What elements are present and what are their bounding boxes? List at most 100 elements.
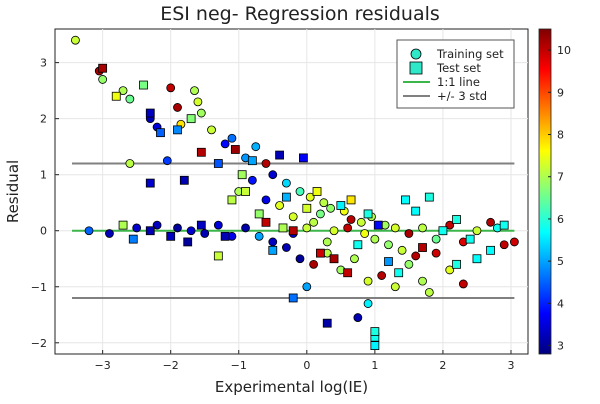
test-point — [261, 217, 271, 227]
test-point — [329, 254, 339, 264]
test-point — [401, 195, 410, 205]
test-point — [230, 145, 240, 154]
training-point — [309, 217, 319, 227]
test-point — [220, 231, 230, 241]
training-point — [98, 75, 108, 84]
test-point — [373, 220, 383, 230]
training-point — [268, 170, 278, 180]
legend-label: Training set — [436, 47, 504, 61]
training-point — [370, 234, 380, 244]
test-point — [213, 159, 223, 168]
chart-title: ESI neg- Regression residuals — [160, 3, 440, 25]
training-point — [418, 276, 427, 286]
training-point — [472, 226, 482, 236]
training-point — [220, 139, 230, 149]
test-point — [166, 231, 176, 241]
training-point — [247, 175, 257, 185]
training-point — [431, 248, 441, 258]
training-point — [390, 223, 400, 233]
training-point — [404, 259, 414, 269]
training-point — [254, 231, 264, 241]
colorbar-tick-label: 10 — [557, 44, 571, 57]
y-tick-label: 2 — [40, 113, 47, 126]
test-point — [486, 245, 495, 255]
y-tick-label: −1 — [31, 281, 47, 294]
colorbar-tick-label: 5 — [557, 255, 564, 268]
training-point — [227, 133, 237, 143]
test-point — [118, 220, 128, 230]
colorbar-tick-label: 3 — [557, 340, 564, 353]
training-point — [295, 254, 305, 264]
test-point — [254, 209, 264, 219]
training-point — [316, 209, 325, 219]
x-tick-label: −2 — [163, 359, 179, 372]
test-point — [363, 209, 373, 219]
training-point — [305, 192, 315, 202]
test-point — [302, 203, 312, 213]
x-tick-label: 3 — [507, 359, 514, 372]
training-point — [350, 254, 359, 264]
training-point — [404, 229, 414, 238]
training-point — [390, 282, 400, 292]
test-point — [275, 150, 284, 160]
test-point — [438, 226, 448, 236]
training-point — [411, 251, 421, 261]
test-point — [346, 195, 356, 205]
test-point — [241, 187, 250, 196]
x-tick-label: −3 — [95, 359, 111, 372]
test-point — [322, 318, 332, 328]
training-point — [326, 203, 336, 213]
y-axis-label: Residual — [4, 160, 22, 223]
test-point — [268, 245, 278, 255]
training-point — [152, 220, 162, 230]
y-tick-label: 0 — [40, 225, 47, 238]
test-point — [394, 268, 404, 278]
training-point — [424, 287, 434, 297]
training-point — [343, 223, 353, 233]
test-point — [145, 226, 155, 236]
training-point — [329, 226, 339, 236]
training-point — [346, 215, 356, 224]
training-point — [445, 220, 455, 230]
training-point — [486, 217, 495, 227]
training-point — [360, 229, 370, 238]
training-point — [132, 223, 142, 233]
training-point — [193, 97, 203, 107]
y-tick-label: −2 — [31, 337, 47, 350]
training-point — [173, 103, 182, 112]
training-point — [458, 279, 468, 289]
x-tick-label: 0 — [303, 359, 310, 372]
colorbar-tick-label: 9 — [557, 86, 564, 99]
training-point — [319, 198, 329, 208]
test-point — [288, 226, 298, 236]
test-point — [111, 91, 121, 101]
test-point — [145, 178, 155, 188]
x-tick-label: −1 — [231, 359, 247, 372]
test-point — [213, 251, 223, 261]
colorbar-gradient — [538, 28, 552, 355]
training-point — [196, 108, 206, 118]
test-point — [370, 341, 380, 350]
test-point — [179, 175, 189, 185]
training-point — [509, 237, 519, 247]
training-point — [302, 223, 312, 233]
test-point — [139, 80, 148, 90]
training-point — [377, 271, 387, 280]
training-point — [118, 86, 128, 96]
training-point — [200, 229, 210, 238]
training-point — [418, 223, 427, 233]
legend-label: +/- 3 std — [437, 89, 487, 103]
test-point — [452, 215, 461, 224]
training-point — [445, 265, 455, 275]
test-point — [278, 223, 288, 233]
training-point — [397, 245, 407, 255]
x-tick-label: 1 — [371, 359, 378, 372]
test-point — [128, 234, 138, 244]
training-point — [295, 187, 305, 196]
test-point — [452, 259, 461, 269]
test-point — [465, 234, 475, 244]
test-point — [353, 240, 363, 250]
training-point — [251, 142, 261, 152]
